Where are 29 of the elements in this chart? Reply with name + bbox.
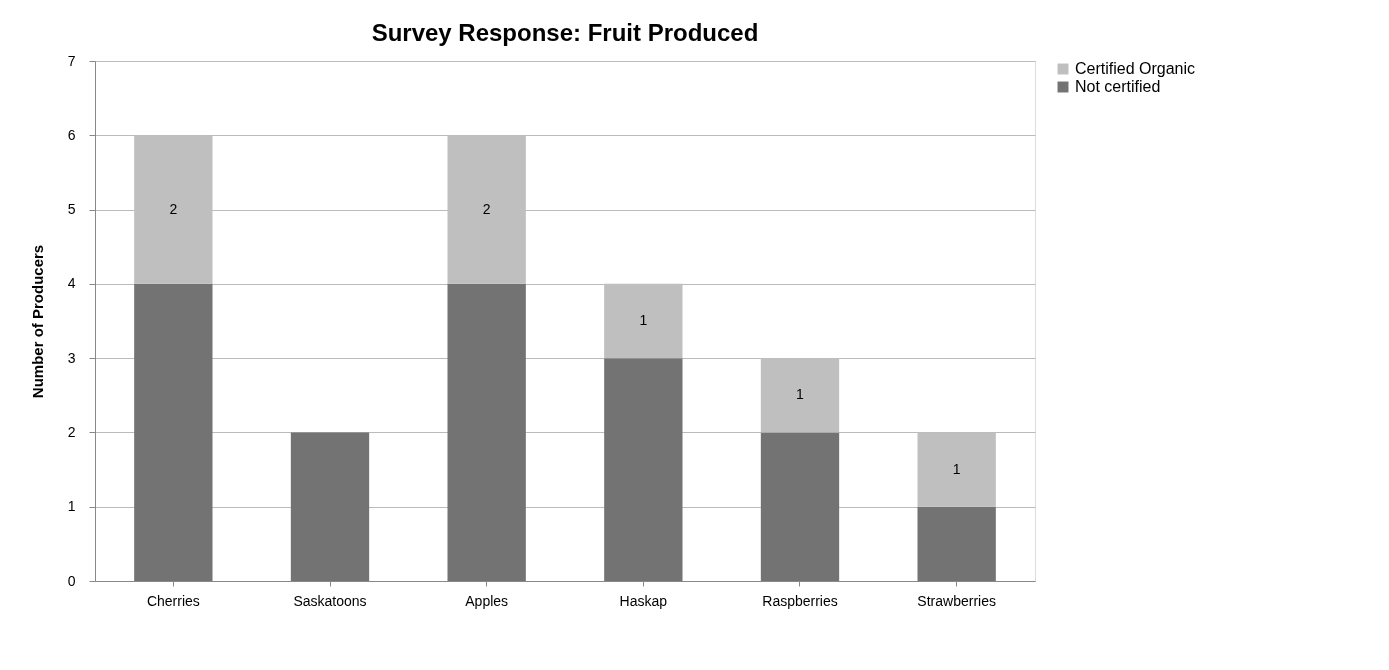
x-tick-label: Saskatoons — [293, 592, 367, 609]
y-axis-title: Number of Producers — [28, 244, 46, 399]
bar — [917, 506, 996, 581]
data-label: 1 — [952, 460, 961, 477]
x-tick-label: Cherries — [146, 592, 200, 609]
x-tick-label: Apples — [465, 592, 509, 609]
data-label: 1 — [639, 312, 648, 328]
data-label: 2 — [169, 200, 178, 217]
bar — [760, 432, 840, 581]
bar — [604, 358, 683, 581]
y-tick-label: 4 — [67, 275, 76, 292]
data-label: 1 — [796, 386, 805, 403]
y-tick-label: 5 — [67, 201, 76, 218]
y-tick-label: 2 — [67, 423, 76, 440]
data-label: 2 — [482, 200, 491, 217]
y-tick-label: 0 — [67, 572, 76, 589]
x-tick-label: Haskap — [619, 592, 668, 609]
bar — [290, 432, 370, 581]
y-tick-label: 7 — [67, 52, 76, 69]
bar — [134, 283, 213, 581]
x-tick-label: Raspberries — [762, 592, 838, 609]
y-tick-label: 3 — [67, 349, 76, 366]
legend-label: Not certified — [1075, 78, 1161, 95]
x-tick-label: Strawberries — [917, 592, 996, 609]
chart-title: Survey Response: Fruit Produced — [371, 19, 759, 46]
y-tick-label: 1 — [67, 498, 76, 515]
bar — [447, 283, 526, 581]
legend-label: Certified Organic — [1075, 60, 1196, 77]
y-tick-label: 6 — [67, 126, 76, 143]
